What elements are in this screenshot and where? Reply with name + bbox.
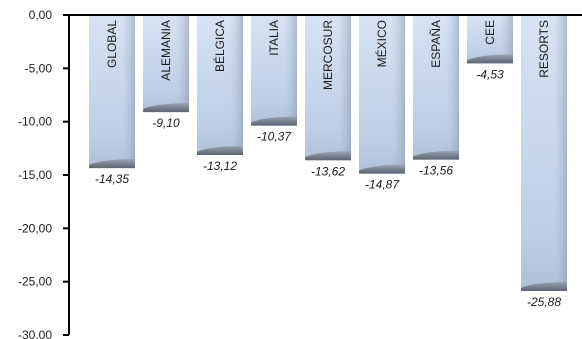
- bar-side-shade: [499, 15, 513, 64]
- bar-side-shade: [553, 15, 567, 292]
- bar-side-shade: [337, 15, 351, 161]
- axes-group: 0,00 -5,00 -10,00 -15,00 -20,00 -25,00 -30,00: [18, 8, 582, 339]
- bar-group: ALEMANIA -9,10: [143, 15, 189, 130]
- y-tick-label: -25,00: [18, 275, 52, 289]
- y-tick-label: -30,00: [18, 328, 52, 339]
- value-label: -9,10: [152, 116, 180, 130]
- bar-group: RESORTS -25,88: [521, 15, 567, 309]
- category-label: MÉXICO: [374, 20, 389, 67]
- bar-side-shade: [229, 15, 243, 155]
- bar-group: GLOBAL -14,35: [89, 15, 135, 186]
- y-tick-label: -20,00: [18, 221, 52, 235]
- bar-bottom-shade: [305, 151, 351, 161]
- bar-group: BÉLGICA -13,12: [197, 15, 243, 173]
- bar-group: ITALIA -10,37: [251, 15, 297, 144]
- category-label: CEE: [483, 20, 497, 45]
- bar-bottom-shade: [197, 145, 243, 155]
- bar-side-shade: [175, 15, 189, 113]
- bar-side-shade: [283, 15, 297, 126]
- bars-group: GLOBAL -14,35 ALEMANIA -9,10 BÉLGICA -13,12 IT…: [89, 15, 567, 309]
- bar-side-shade: [445, 15, 459, 160]
- bar-group: CEE -4,53: [467, 15, 513, 81]
- bar-bottom-shade: [413, 150, 459, 160]
- bar-group: MERCOSUR -13,62: [305, 15, 351, 178]
- value-label: -13,56: [419, 164, 453, 178]
- category-label: ALEMANIA: [159, 20, 173, 81]
- category-label: ITALIA: [267, 20, 281, 56]
- value-label: -10,37: [257, 130, 292, 144]
- bar-group: ESPAÑA -13,56: [413, 15, 459, 178]
- bar-bottom-shade: [359, 164, 405, 174]
- category-label: RESORTS: [537, 20, 551, 78]
- category-label: MERCOSUR: [321, 20, 335, 90]
- bar-bottom-shade: [521, 282, 567, 292]
- y-tick-label: -10,00: [18, 115, 52, 129]
- value-label: -13,12: [203, 159, 237, 173]
- bar-group: MÉXICO -14,87: [359, 15, 405, 192]
- bar-side-shade: [121, 15, 135, 169]
- value-label: -14,87: [365, 178, 400, 192]
- value-label: -25,88: [527, 295, 561, 309]
- value-label: -4,53: [476, 67, 504, 81]
- bar-bottom-shade: [89, 159, 135, 169]
- bar-bottom-shade: [143, 103, 189, 113]
- y-tick-label: -15,00: [18, 168, 52, 182]
- bar-bottom-shade: [251, 116, 297, 126]
- bar-bottom-shade: [467, 54, 513, 64]
- y-tick-label: -5,00: [25, 61, 53, 75]
- category-label: BÉLGICA: [212, 20, 227, 72]
- category-label: ESPAÑA: [429, 20, 443, 68]
- value-label: -14,35: [95, 172, 129, 186]
- category-label: GLOBAL: [105, 20, 119, 68]
- y-tick-label: 0,00: [29, 8, 53, 22]
- value-label: -13,62: [311, 164, 345, 178]
- bar-side-shade: [391, 15, 405, 174]
